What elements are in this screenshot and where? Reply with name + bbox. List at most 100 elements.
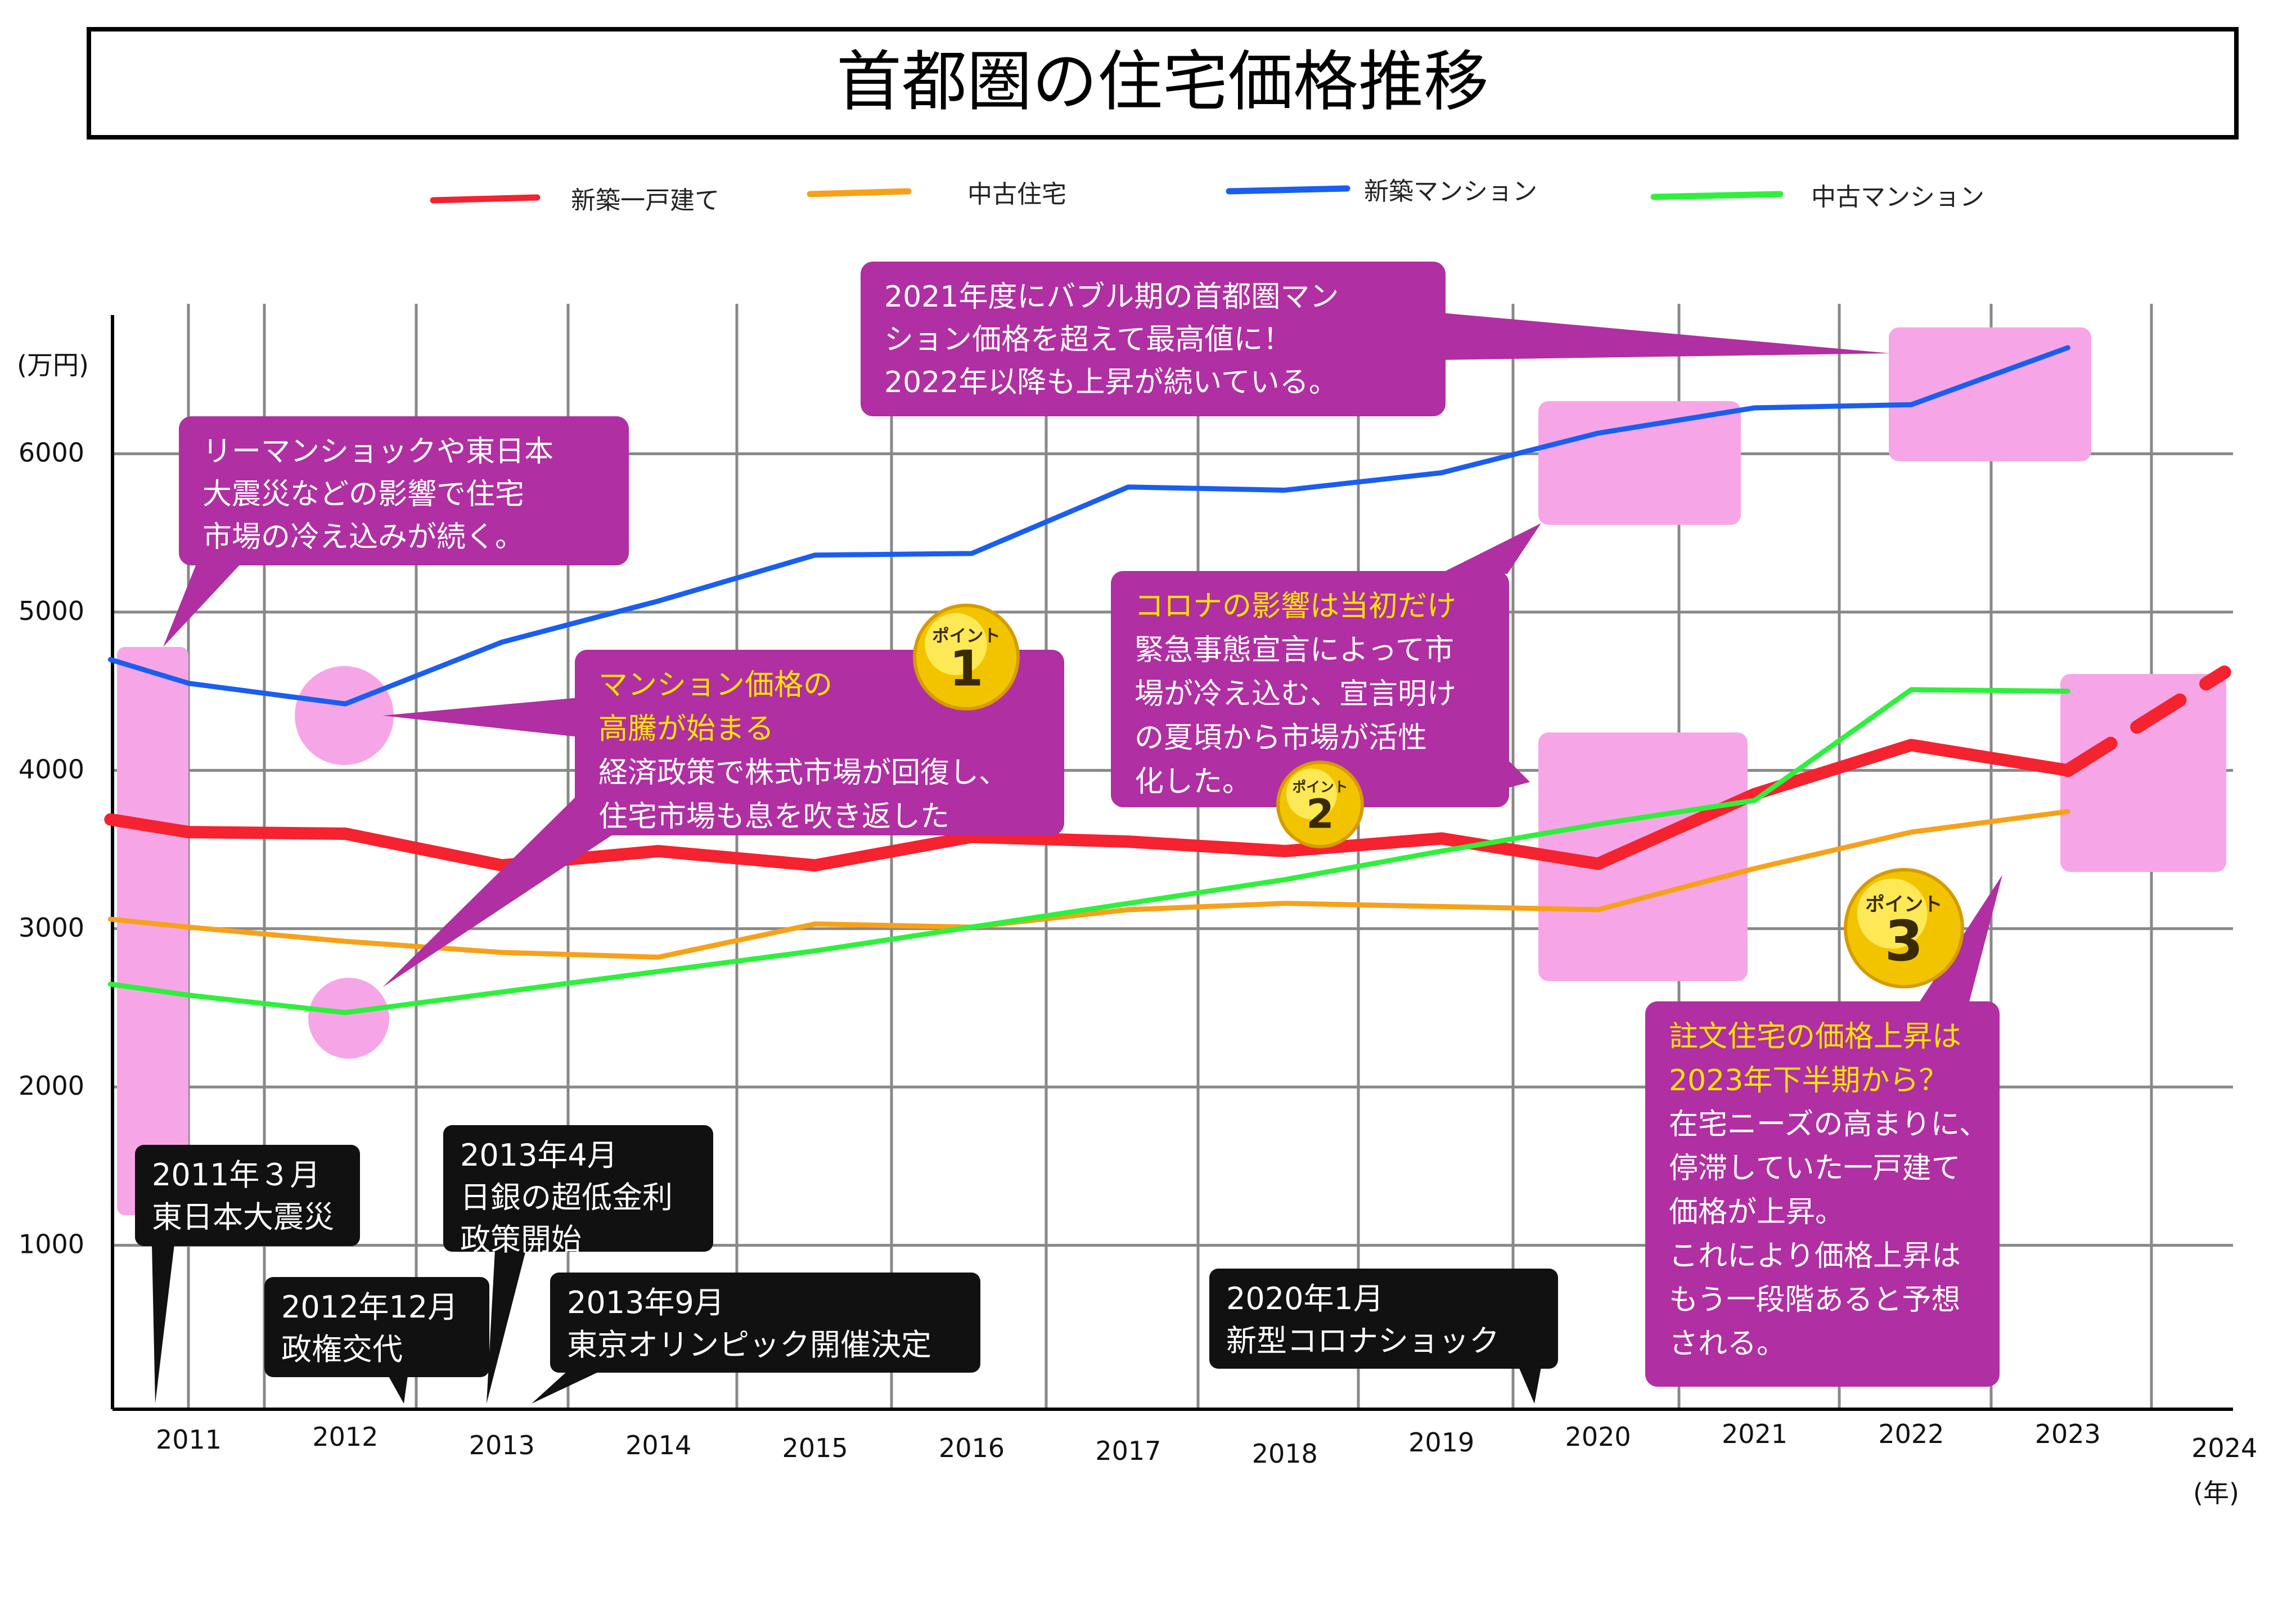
event-tail (152, 1244, 174, 1404)
event-tail (532, 1370, 602, 1404)
callout-text: 価格が上昇。 (1669, 1195, 1844, 1229)
event-box-3 (443, 1125, 713, 1252)
callout-highlight-text: マンション価格の (598, 668, 832, 702)
callout-text: 2022年以降も上昇が続いている。 (884, 366, 1338, 399)
x-tick-label: 2023 (2035, 1419, 2101, 1449)
event-tail (1519, 1367, 1541, 1404)
callout-text: もう一段階あると予想 (1669, 1283, 1960, 1317)
legend-swatch-4 (1650, 191, 1784, 200)
x-tick-label: 2024 (2191, 1433, 2257, 1463)
highlight-zone (1538, 401, 1741, 525)
y-tick-label: 2000 (19, 1071, 84, 1101)
y-tick-label: 5000 (19, 596, 84, 626)
highlight-zone (2060, 674, 2226, 872)
point-badge-number: 3 (1885, 909, 1924, 974)
highlight-zone (1538, 732, 1748, 981)
highlight-circle (295, 666, 394, 765)
callout-tail (1440, 523, 1541, 574)
callout-box-5 (1645, 1001, 2000, 1387)
callout-text: 市場の冷え込みが続く。 (202, 520, 524, 554)
x-tick-label: 2013 (469, 1430, 535, 1460)
x-tick-label: 2018 (1252, 1438, 1318, 1469)
point-badge-shine (1857, 878, 1928, 949)
series-line-1 (104, 739, 2074, 872)
y-tick-label: 4000 (19, 754, 84, 784)
callout-text: ション価格を超えて最高値に！ (884, 323, 1292, 357)
x-axis-unit: (年) (2193, 1478, 2239, 1508)
event-box-1 (135, 1145, 360, 1246)
legend-label-1: 新築一戸建て (571, 186, 719, 215)
highlight-circle (308, 978, 389, 1059)
callout-text: 緊急事態宣言によって市 (1135, 633, 1454, 667)
callout-highlight-text: コロナの影響は当初だけ (1135, 590, 1456, 623)
legend-swatch-2 (807, 188, 912, 197)
callout-text: 大震災などの影響で住宅 (202, 478, 524, 511)
x-tick-label: 2014 (625, 1430, 691, 1460)
callout-tail (382, 793, 624, 987)
callout-box-4 (1111, 571, 1509, 807)
highlight-zone (117, 647, 188, 1215)
series-projection-1 (2061, 665, 2231, 777)
callout-text: 住宅市場も息を吹き返した (598, 800, 949, 834)
event-text: 2011年３月 (152, 1157, 320, 1193)
point-badge-shine (1286, 768, 1337, 820)
event-box-2 (264, 1277, 489, 1377)
y-tick-label: 1000 (19, 1229, 84, 1260)
callout-tail (382, 698, 579, 737)
callout-highlight-text: 2023年下半期から？ (1669, 1064, 1948, 1098)
series-line-3 (107, 345, 2070, 707)
x-tick-label: 2020 (1565, 1422, 1631, 1452)
point-badge-shine (925, 613, 987, 676)
point-badge-label: ポイント (1293, 779, 1348, 795)
point-badge-number: 2 (1306, 790, 1334, 837)
x-tick-label: 2015 (782, 1433, 848, 1463)
point-badge-number: 1 (949, 640, 984, 698)
legend-swatch-3 (1226, 185, 1350, 195)
event-text: 東日本大震災 (152, 1199, 334, 1235)
legend-swatch-1 (430, 194, 541, 204)
series-line-4 (107, 687, 2070, 1015)
callout-text: リーマンショックや東日本 (202, 435, 553, 469)
callout-text: 停滞していた一戸建て (1669, 1152, 1960, 1185)
point-badge-label: ポイント (1865, 893, 1942, 916)
callout-text: 化した。 (1135, 765, 1251, 799)
x-tick-label: 2021 (1722, 1419, 1788, 1449)
event-text: 2013年4月 (460, 1138, 618, 1173)
series-line-2 (107, 809, 2070, 960)
callout-text: される。 (1669, 1327, 1786, 1361)
x-tick-label: 2019 (1408, 1427, 1474, 1458)
event-text: 政権交代 (281, 1332, 403, 1367)
callout-text: これにより価格上昇は (1669, 1239, 1961, 1273)
title-box (87, 27, 2239, 140)
legend-label-2: 中古住宅 (967, 180, 1066, 209)
x-tick-label: 2017 (1095, 1436, 1161, 1466)
legend-label-4: 中古マンション (1811, 183, 1984, 212)
x-tick-label: 2012 (312, 1422, 378, 1452)
event-box-4 (550, 1273, 980, 1373)
event-tail (388, 1375, 408, 1404)
event-text: 2012年12月 (281, 1289, 458, 1325)
callout-text: の夏頃から市場が活性 (1135, 721, 1427, 755)
highlight-zone (1889, 327, 2091, 461)
x-tick-label: 2016 (939, 1433, 1005, 1463)
callout-text: 場が冷え込む、宣言明け (1135, 677, 1456, 711)
event-text: 東京オリンピック開催決定 (567, 1327, 931, 1363)
callout-highlight-text: 註文住宅の価格上昇は (1669, 1020, 1961, 1054)
y-axis-unit: (万円) (17, 350, 89, 380)
callout-text: 2021年度にバブル期の首都圏マン (884, 280, 1339, 314)
callout-text: 在宅ニーズの高まりに、 (1669, 1108, 1988, 1141)
event-text: 2013年9月 (567, 1285, 724, 1320)
callout-text: 経済政策で株式市場が回復し、 (598, 756, 1008, 790)
callout-box-2 (861, 262, 1446, 416)
callout-tail (1434, 312, 1890, 360)
event-text: 新型コロナショック (1226, 1323, 1500, 1359)
callout-highlight-text: 高騰が始まる (598, 712, 774, 746)
x-tick-label: 2022 (1878, 1419, 1944, 1449)
callout-box-1 (179, 416, 629, 565)
point-badge-label: ポイント (932, 626, 1000, 646)
event-text: 政策開始 (460, 1222, 582, 1257)
event-box-5 (1209, 1269, 1558, 1369)
event-text: 2020年1月 (1226, 1281, 1384, 1316)
legend-label-3: 新築マンション (1364, 177, 1537, 206)
